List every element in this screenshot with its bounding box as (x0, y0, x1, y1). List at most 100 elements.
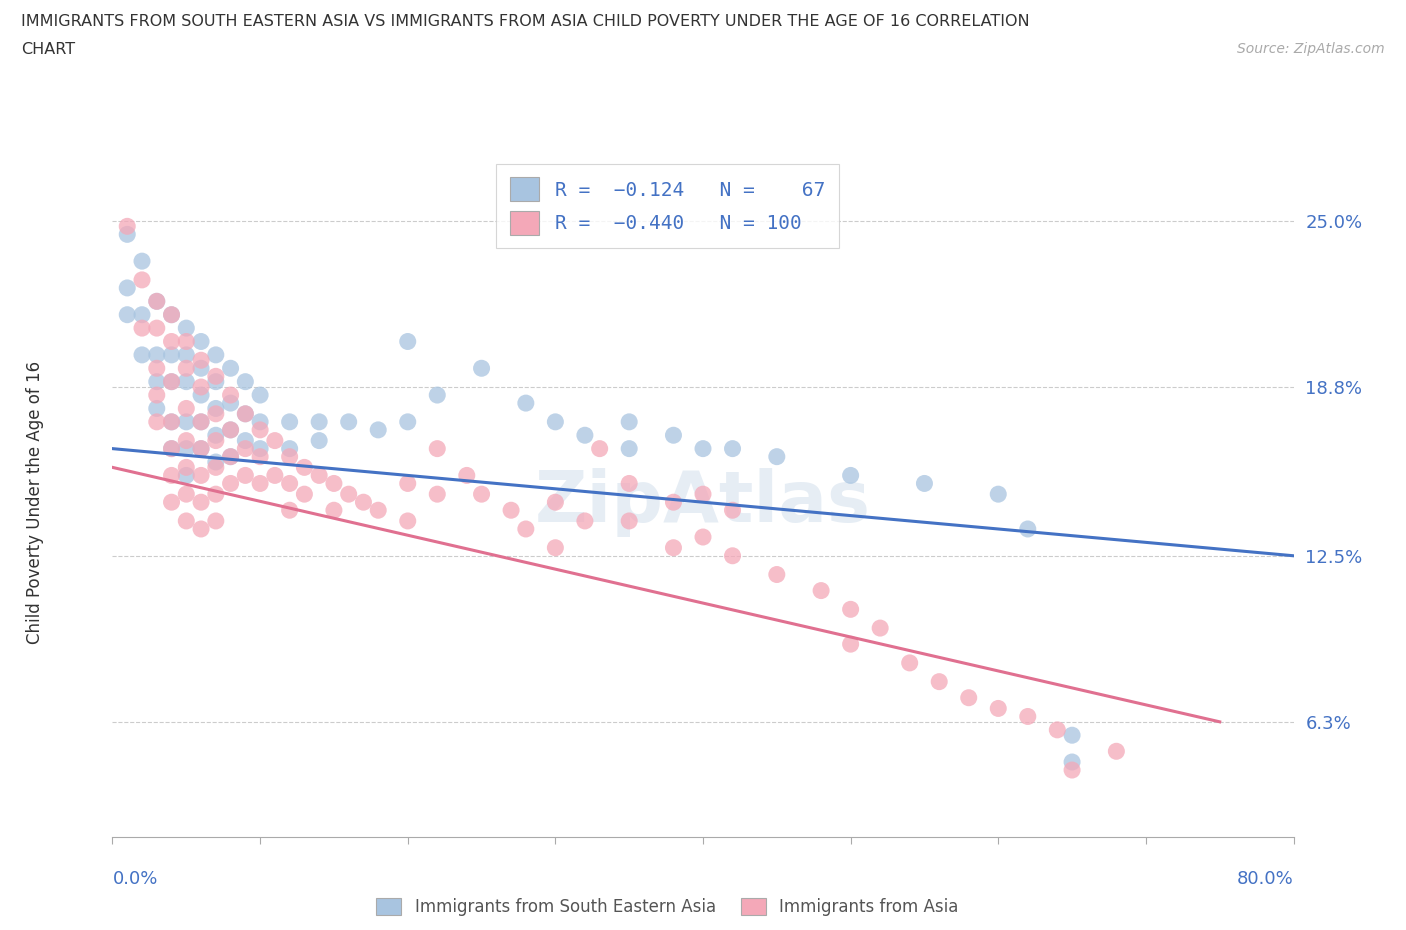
Point (308, 468, 330, 483)
Point (146, 374, 169, 389)
Point (190, 361, 212, 376)
Point (160, 441, 183, 456)
Point (174, 460, 197, 475)
Point (190, 415, 212, 430)
Point (721, 503, 744, 518)
Point (190, 379, 212, 394)
Point (190, 441, 212, 456)
Point (233, 433, 256, 448)
Point (205, 460, 228, 475)
Text: 80.0%: 80.0% (1237, 870, 1294, 887)
Point (619, 415, 641, 430)
Point (131, 321, 153, 336)
Point (470, 361, 494, 376)
Point (233, 374, 256, 389)
Point (160, 348, 183, 363)
Point (219, 449, 242, 464)
Point (278, 441, 301, 456)
Point (233, 406, 256, 421)
Point (160, 415, 183, 430)
Point (249, 388, 271, 403)
Point (574, 428, 596, 443)
Point (367, 422, 389, 437)
Point (1062, 754, 1084, 769)
Point (515, 395, 537, 410)
Text: 0.0%: 0.0% (112, 870, 157, 887)
Point (470, 486, 494, 501)
Point (174, 348, 197, 363)
Point (662, 495, 685, 510)
Point (1017, 522, 1039, 537)
Point (588, 441, 610, 456)
Point (544, 415, 567, 430)
Point (692, 441, 714, 456)
Point (174, 401, 197, 416)
Point (190, 495, 212, 510)
Point (160, 441, 183, 456)
Point (219, 388, 242, 403)
Point (352, 495, 374, 510)
Text: IMMIGRANTS FROM SOUTH EASTERN ASIA VS IMMIGRANTS FROM ASIA CHILD POVERTY UNDER T: IMMIGRANTS FROM SOUTH EASTERN ASIA VS IM… (21, 14, 1029, 29)
Point (174, 415, 197, 430)
Point (160, 415, 183, 430)
Point (131, 254, 153, 269)
Point (160, 495, 183, 510)
Point (190, 415, 212, 430)
Point (174, 361, 197, 376)
Point (160, 334, 183, 349)
Point (174, 441, 197, 456)
Point (869, 620, 891, 635)
Point (515, 522, 537, 537)
Point (396, 513, 419, 528)
Point (337, 415, 360, 430)
Point (117, 307, 138, 322)
Point (233, 406, 256, 421)
Point (810, 583, 832, 598)
Point (278, 503, 301, 518)
Point (278, 449, 301, 464)
Point (219, 395, 242, 410)
Point (544, 495, 567, 510)
Point (146, 321, 169, 336)
Point (1017, 709, 1039, 724)
Point (205, 486, 228, 501)
Point (190, 334, 212, 349)
Point (174, 486, 197, 501)
Point (1046, 723, 1069, 737)
Point (426, 486, 449, 501)
Point (662, 428, 685, 443)
Point (146, 361, 169, 376)
Point (190, 352, 212, 367)
Point (131, 307, 153, 322)
Point (914, 476, 936, 491)
Text: Source: ZipAtlas.com: Source: ZipAtlas.com (1237, 42, 1385, 56)
Point (190, 522, 212, 537)
Point (146, 415, 169, 430)
Point (146, 294, 169, 309)
Point (233, 468, 256, 483)
Point (205, 428, 228, 443)
Point (174, 321, 197, 336)
Point (249, 441, 271, 456)
Point (205, 455, 228, 470)
Point (692, 486, 714, 501)
Point (278, 415, 301, 430)
Point (205, 406, 228, 421)
Point (574, 513, 596, 528)
Point (987, 486, 1010, 501)
Point (308, 433, 330, 448)
Point (117, 219, 138, 233)
Point (619, 513, 641, 528)
Point (160, 307, 183, 322)
Point (249, 476, 271, 491)
Point (205, 369, 228, 384)
Point (278, 476, 301, 491)
Point (501, 503, 523, 518)
Point (1062, 763, 1084, 777)
Point (766, 449, 789, 464)
Point (117, 281, 138, 296)
Point (219, 476, 242, 491)
Point (219, 361, 242, 376)
Point (396, 476, 419, 491)
Point (174, 513, 197, 528)
